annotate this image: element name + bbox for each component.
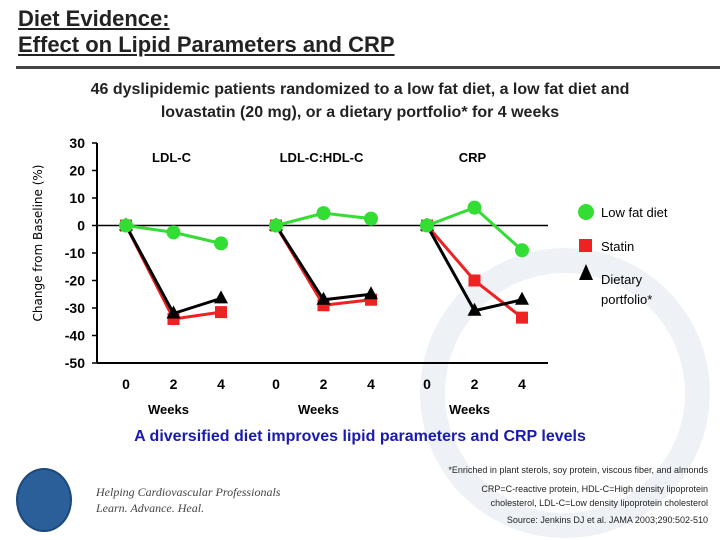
point-portfolio [214, 290, 228, 304]
x-tick-label: 2 [170, 376, 178, 392]
point-low-fat [316, 206, 331, 221]
slide-title: Diet Evidence: Effect on Lipid Parameters… [18, 6, 395, 57]
y-tick-label: -50 [65, 355, 85, 371]
panel-title: LDL-C [152, 150, 192, 165]
point-portfolio [166, 305, 181, 319]
title-rule [16, 66, 720, 69]
legend-label: Low fat diet [601, 205, 668, 220]
point-low-fat [119, 218, 133, 233]
series-line [274, 224, 372, 302]
x-tick-label: 2 [320, 376, 328, 392]
x-tick-label: 4 [217, 376, 225, 392]
x-axis-label: Weeks [148, 402, 189, 417]
legend-label: Statin [601, 239, 634, 254]
x-axis-label: Weeks [298, 402, 339, 417]
y-tick-label: -40 [65, 328, 85, 344]
x-tick-label: 4 [367, 376, 375, 392]
y-tick-label: 10 [69, 190, 85, 206]
point-low-fat [269, 218, 283, 233]
acc-logo [16, 468, 72, 532]
source: Source: Jenkins DJ et al. JAMA 2003;290:… [506, 515, 708, 525]
tagline: Helping Cardiovascular Professionals Lear… [96, 485, 281, 515]
x-tick-label: 0 [272, 376, 280, 392]
subtitle: 46 dyslipidemic patients randomized to a… [90, 81, 630, 121]
point-statin [468, 274, 481, 287]
x-axis-label: Weeks [449, 402, 490, 417]
y-tick-label: -10 [65, 245, 85, 261]
y-tick-label: 30 [69, 135, 85, 151]
point-portfolio [316, 291, 331, 305]
panel-title: CRP [459, 150, 487, 165]
point-low-fat [364, 211, 378, 226]
point-low-fat [515, 243, 529, 258]
point-low-fat [420, 218, 434, 233]
x-tick-label: 2 [471, 376, 479, 392]
y-tick-label: -20 [65, 273, 85, 289]
point-low-fat [214, 236, 228, 251]
x-tick-label: 0 [122, 376, 130, 392]
point-portfolio [364, 286, 378, 300]
point-portfolio [515, 291, 529, 305]
y-tick-label: 20 [69, 163, 85, 179]
point-statin [215, 306, 227, 319]
y-tick-label: 0 [77, 218, 85, 234]
abbreviations: CRP=C-reactive protein, HDL-C=High densi… [481, 484, 708, 508]
point-portfolio [467, 302, 482, 316]
point-low-fat [467, 200, 482, 215]
legend-marker-statin [579, 239, 592, 252]
conclusion: A diversified diet improves lipid parame… [134, 428, 586, 445]
legend-marker-portfolio [579, 264, 593, 280]
x-tick-label: 4 [518, 376, 526, 392]
legend-label: Dietary [601, 272, 643, 287]
point-low-fat [166, 225, 181, 240]
footnote: *Enriched in plant sterols, soy protein,… [448, 465, 708, 475]
x-tick-label: 0 [423, 376, 431, 392]
y-tick-label: -30 [65, 300, 85, 316]
legend-marker-low-fat [578, 204, 594, 220]
point-statin [516, 311, 528, 324]
panel-title: LDL-C:HDL-C [280, 150, 364, 165]
legend-label: portfolio* [601, 292, 652, 307]
y-axis-label: Change from Baseline (%) [31, 165, 45, 322]
